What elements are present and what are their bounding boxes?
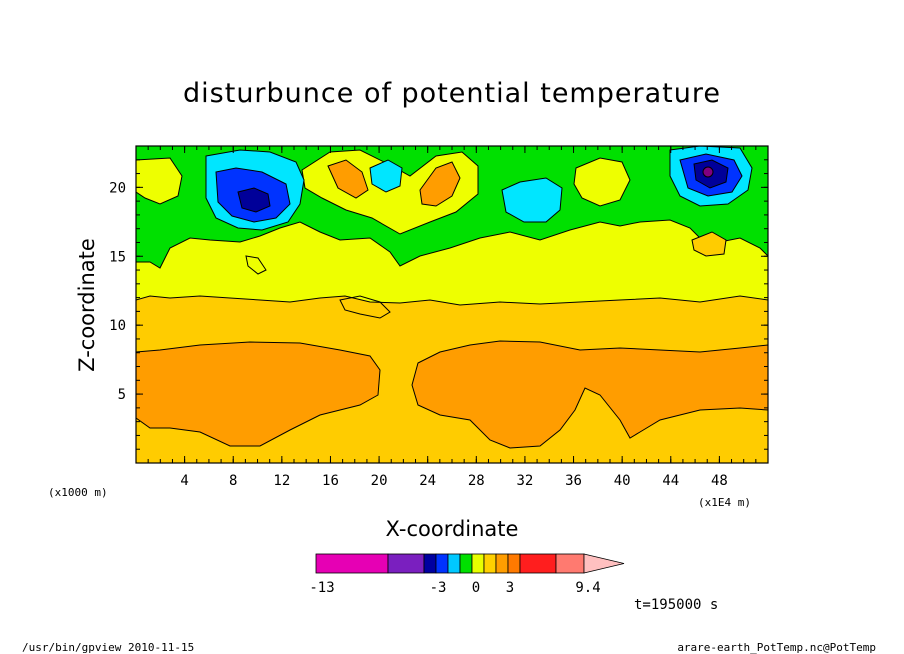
x-tick-label: 20 — [371, 473, 388, 489]
region-yellow-right — [573, 157, 631, 207]
x-tick-label: 4 — [180, 473, 188, 489]
x-tick-label: 36 — [565, 473, 582, 489]
chart-title: disturbunce of potential temperature — [183, 78, 721, 109]
y-tick-label: 15 — [109, 249, 126, 265]
x-tick-label: 48 — [711, 473, 728, 489]
y-axis-label: Z-coordinate — [75, 238, 99, 372]
colorbar-tick-label: -13 — [309, 580, 334, 596]
contour-line-12 — [339, 295, 391, 319]
region-yellow-top-left — [136, 157, 183, 205]
colorbar-segment — [495, 553, 509, 574]
colorbar-tick-label: 9.4 — [575, 580, 600, 596]
y-tick-label: 10 — [109, 318, 126, 334]
region-darkblue-left — [237, 187, 271, 213]
footer-right: arare-earth_PotTemp.nc@PotTemp — [677, 641, 876, 654]
colorbar-segment — [555, 553, 585, 574]
x-tick-label: 16 — [322, 473, 339, 489]
colorbar-tick-label: 3 — [506, 580, 514, 596]
region-cyan-right — [501, 177, 563, 223]
region-orange-left — [136, 341, 381, 447]
y-tick-label: 20 — [109, 180, 126, 196]
region-orange-mid-left — [327, 159, 369, 199]
x-tick-label: 32 — [516, 473, 533, 489]
contour-line-small — [245, 255, 267, 275]
colorbar-arrow — [583, 553, 625, 574]
x-axis: 4 8 12 16 20 24 28 32 36 40 44 48 — [147, 146, 757, 489]
region-lightorange-right — [691, 231, 727, 257]
x-tick-label: 12 — [273, 473, 290, 489]
y-tick-label: 5 — [118, 387, 126, 403]
colorbar-segment — [387, 553, 425, 574]
x-tick-label: 8 — [229, 473, 237, 489]
x-axis-label: X-coordinate — [386, 517, 519, 541]
time-label: t=195000 s — [634, 597, 718, 613]
colorbar-segment — [423, 553, 437, 574]
y-axis: 5 10 15 20 — [109, 159, 768, 450]
colorbar-segment — [459, 553, 473, 574]
colorbar-segment — [519, 553, 557, 574]
colorbar-segment — [483, 553, 497, 574]
footer-left: /usr/bin/gpview 2010-11-15 — [22, 641, 194, 654]
colorbar-segment — [447, 553, 461, 574]
colorbar-segment — [435, 553, 449, 574]
x-tick-label: 28 — [468, 473, 485, 489]
colorbar-segment — [471, 553, 485, 574]
region-cyan-mid — [369, 159, 403, 193]
region-purple-core — [702, 166, 714, 178]
colorbar: -13 -3 0 3 9.4 — [309, 553, 625, 596]
x-tick-label: 40 — [614, 473, 631, 489]
x-unit-label: (x1E4 m) — [698, 496, 751, 509]
region-orange-mid-right — [419, 161, 461, 207]
y-unit-label: (x1000 m) — [48, 486, 108, 499]
colorbar-tick-label: -3 — [430, 580, 447, 596]
region-orange-right — [411, 340, 768, 449]
colorbar-segment — [315, 553, 389, 574]
colorbar-tick-label: 0 — [472, 580, 480, 596]
contour-field — [136, 146, 768, 463]
x-tick-label: 24 — [419, 473, 436, 489]
colorbar-segment — [507, 553, 521, 574]
x-tick-label: 44 — [662, 473, 679, 489]
